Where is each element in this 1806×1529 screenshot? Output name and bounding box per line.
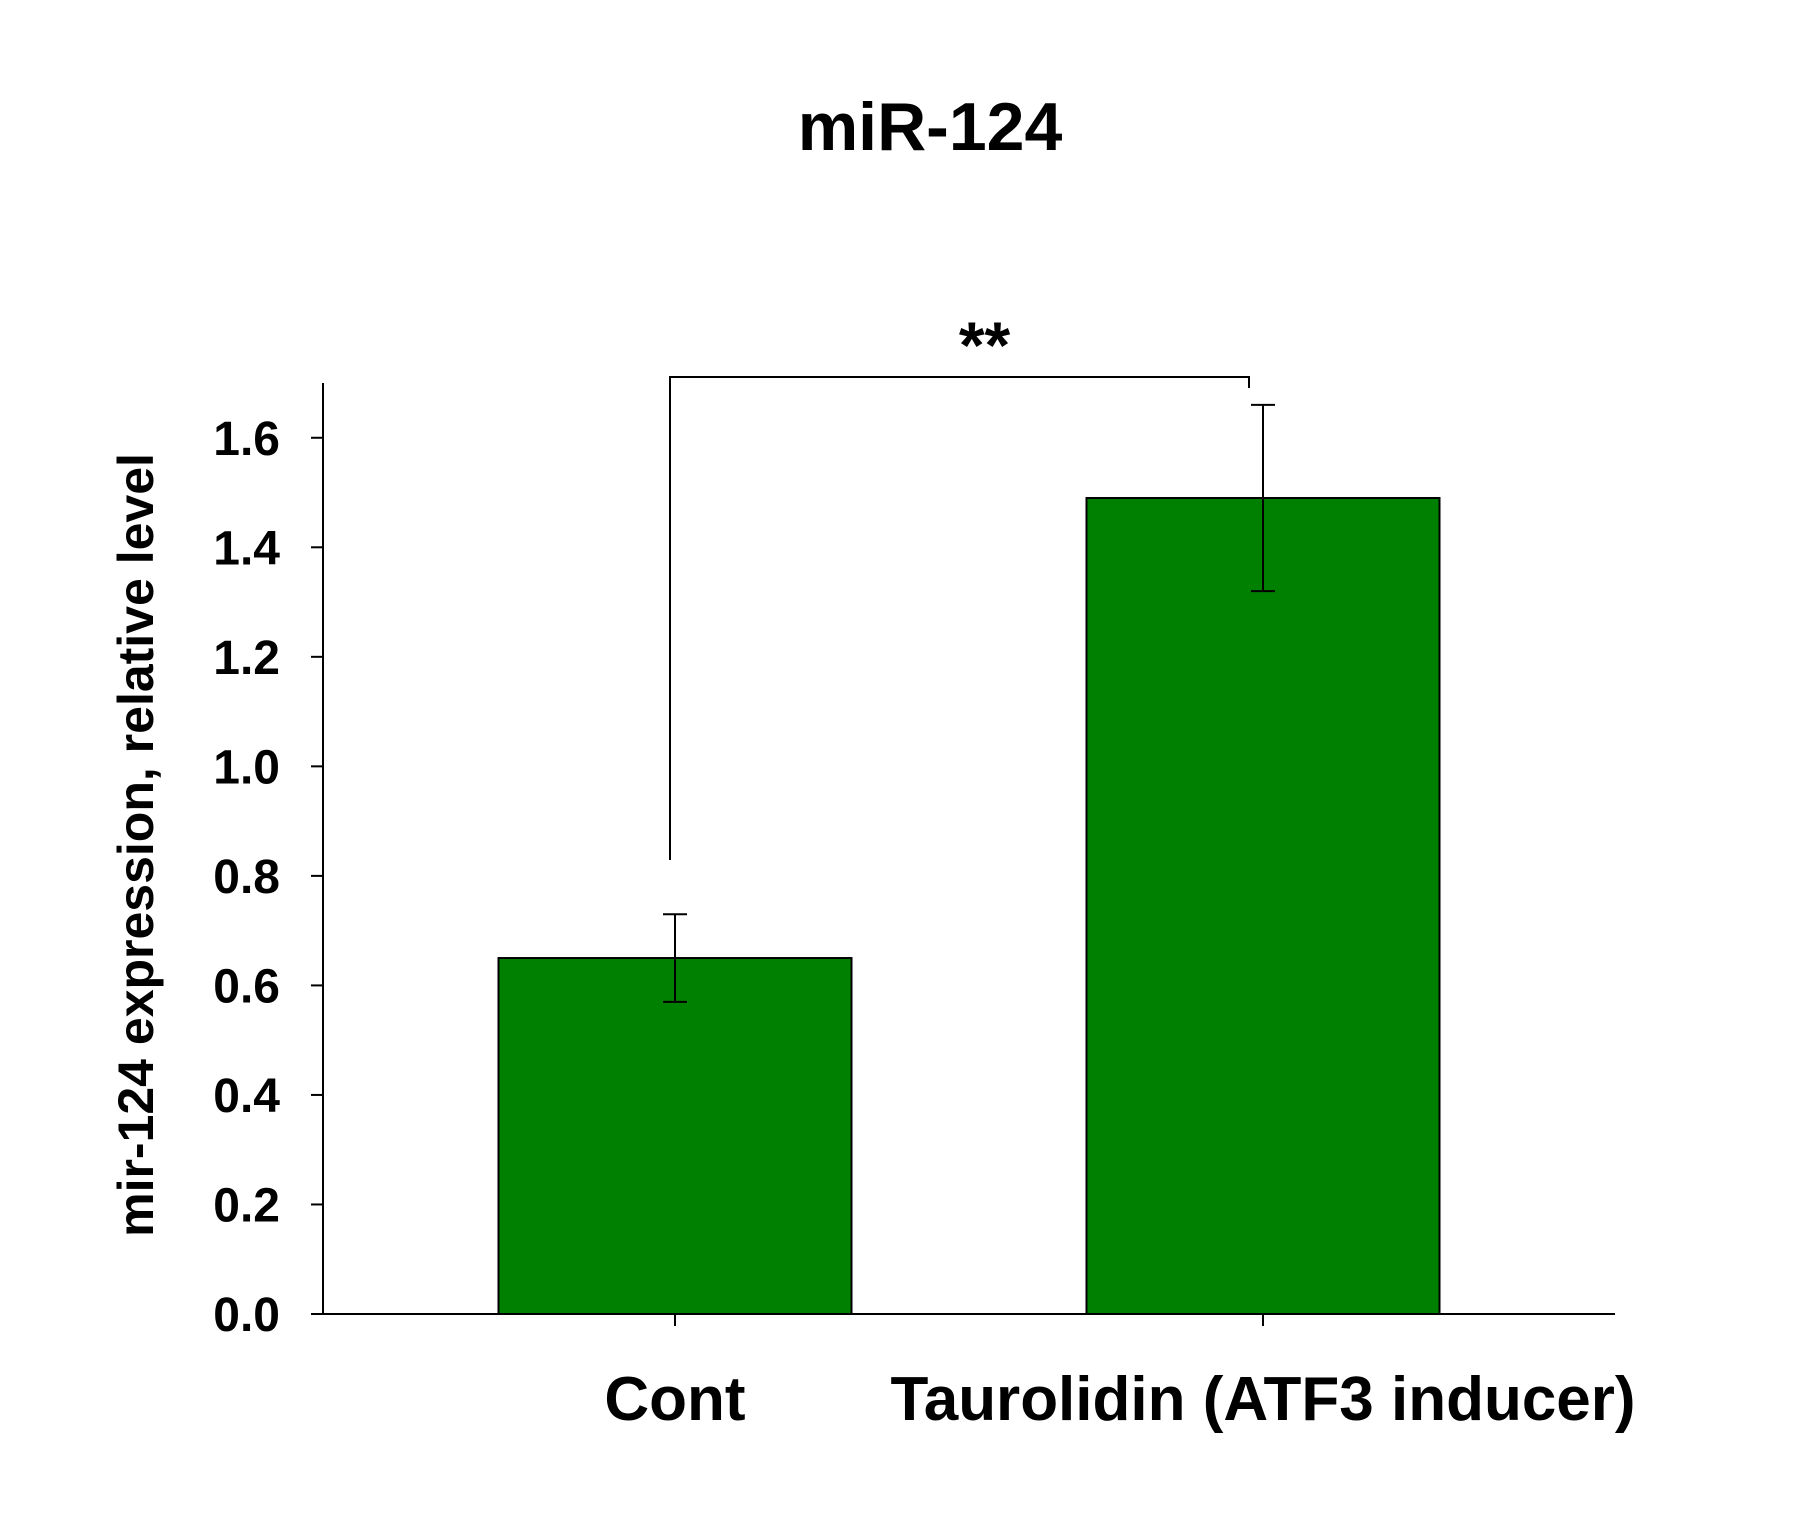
x-ticks-layer: Cont Taurolidin (ATF3 inducer) — [604, 1314, 1636, 1434]
significance-bracket — [669, 376, 1250, 860]
y-tick-label-6: 1.2 — [213, 632, 280, 685]
x-tick-label-0: Cont — [604, 1365, 745, 1434]
y-tick-label-0: 0.0 — [213, 1289, 280, 1342]
bars-layer — [497, 497, 1441, 1316]
y-axis-label: mir-124 expression, relative level — [108, 453, 164, 1237]
axes-layer — [322, 383, 1615, 1315]
chart-title: miR-124 — [798, 89, 1063, 165]
y-tick-label-7: 1.4 — [213, 522, 280, 575]
error-bars-layer — [663, 403, 1275, 1003]
significance-label: ** — [959, 308, 1011, 382]
y-tick-label-5: 1.0 — [213, 741, 280, 794]
significance-layer: ** — [669, 308, 1250, 860]
bar-0 — [497, 957, 853, 1315]
y-tick-label-3: 0.6 — [213, 960, 280, 1013]
x-tick-label-1: Taurolidin (ATF3 inducer) — [890, 1365, 1635, 1434]
y-tick-label-2: 0.4 — [213, 1070, 280, 1123]
y-tick-label-4: 0.8 — [213, 851, 280, 904]
y-tick-label-1: 0.2 — [213, 1179, 280, 1232]
y-tick-label-8: 1.6 — [213, 413, 280, 466]
bar-1 — [1085, 497, 1441, 1316]
y-ticks-layer: 0.0 0.2 0.4 0.6 0.8 1.0 1.2 1.4 1.6 — [213, 413, 323, 1342]
